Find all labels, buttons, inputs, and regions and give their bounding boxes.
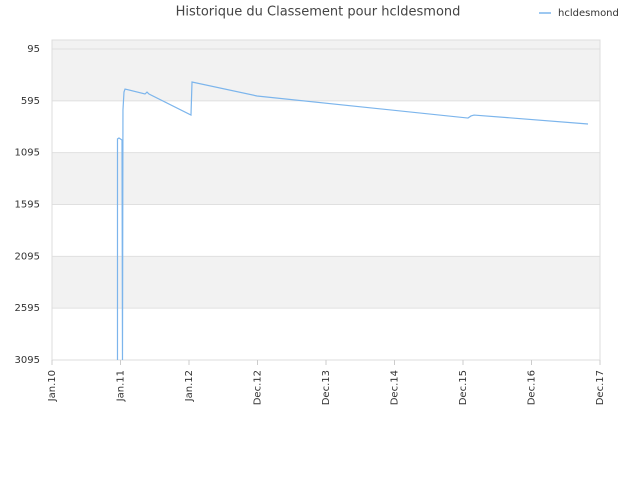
plot-band xyxy=(52,256,600,309)
y-tick-label: 95 xyxy=(27,44,40,55)
chart-title: Historique du Classement pour hcldesmond xyxy=(176,5,461,20)
x-tick-label: Jan.10 xyxy=(47,370,58,402)
x-tick-label: Dec.15 xyxy=(458,370,469,405)
legend-label: hcldesmond xyxy=(558,8,619,19)
x-tick-label: Dec.17 xyxy=(595,370,606,405)
plot-band xyxy=(52,152,600,205)
y-tick-label: 2095 xyxy=(15,251,40,262)
y-tick-label: 1095 xyxy=(15,148,40,159)
y-tick-label: 1595 xyxy=(15,200,40,211)
x-tick-label: Jan.11 xyxy=(116,370,127,402)
x-tick-label: Jan.12 xyxy=(184,370,195,402)
x-tick-label: Dec.16 xyxy=(527,370,538,405)
x-tick-label: Dec.13 xyxy=(321,370,332,405)
y-tick-label: 3095 xyxy=(15,355,40,366)
series-line xyxy=(116,81,589,361)
x-tick-label: Dec.12 xyxy=(253,370,264,405)
y-tick-label: 2595 xyxy=(15,303,40,314)
plot-band xyxy=(52,49,600,101)
plot-band xyxy=(52,40,600,50)
y-tick-label: 595 xyxy=(21,96,40,107)
x-tick-label: Dec.14 xyxy=(390,370,401,405)
